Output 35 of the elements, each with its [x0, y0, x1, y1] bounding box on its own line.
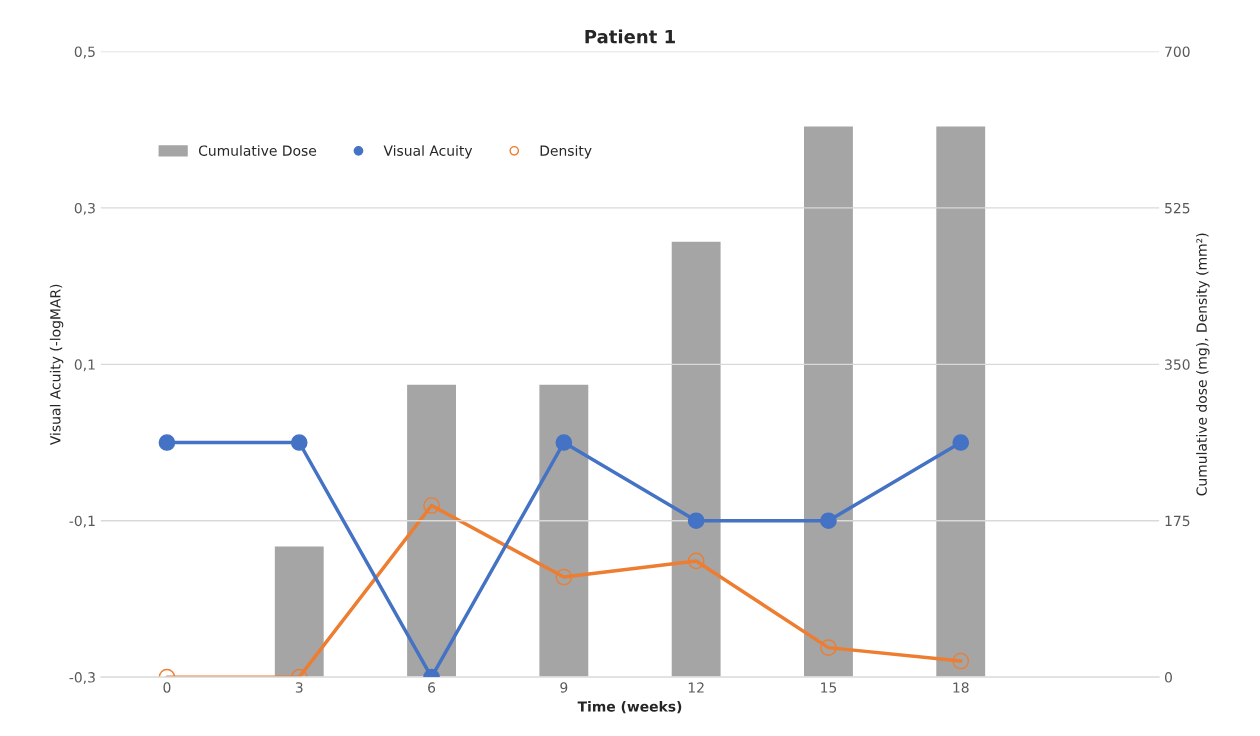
y-tick-label: 0,3: [74, 202, 95, 215]
point: [820, 639, 837, 656]
y-tick-label: 0,1: [74, 359, 95, 372]
y2-axis-title: Cumulative dose (mg), Density (mm²): [1196, 233, 1210, 496]
point: [687, 552, 705, 570]
x-tick-label: 0: [163, 682, 171, 693]
y2-tick-label: 175: [1165, 515, 1190, 527]
bar: [273, 545, 326, 678]
x-tick-label: 3: [295, 682, 303, 693]
bar: [802, 125, 855, 678]
x-tick-label: 15: [821, 682, 837, 693]
legend-label: Density: [540, 145, 592, 159]
point: [423, 497, 440, 514]
y2-tick-label: 700: [1165, 46, 1190, 57]
y2-tick-label: 350: [1165, 359, 1190, 370]
x-tick-label: 18: [953, 682, 969, 693]
y2-tick-label: 525: [1165, 202, 1190, 214]
y-axis-title: Visual Acuity (-logMAR): [49, 284, 64, 446]
x-tick-label: 12: [688, 682, 704, 693]
y-tick-label: -0,1: [69, 515, 95, 528]
bar: [538, 383, 590, 678]
point: [555, 568, 573, 586]
legend-label: Cumulative Dose: [198, 145, 317, 156]
x-tick-label: 9: [560, 682, 568, 693]
x-tick-label: 6: [428, 682, 436, 693]
chart-title: Patient 1: [585, 29, 675, 44]
bar: [670, 240, 722, 678]
bar: [405, 383, 458, 678]
point: [952, 652, 970, 670]
y-tick-label: -0,3: [69, 672, 95, 685]
legend-label: Visual Acuity: [383, 145, 473, 159]
y-tick-label: 0,5: [74, 46, 95, 59]
x-axis-title: Time (weeks): [577, 700, 682, 714]
y2-tick-label: 0: [1164, 672, 1172, 683]
bar: [934, 125, 987, 678]
